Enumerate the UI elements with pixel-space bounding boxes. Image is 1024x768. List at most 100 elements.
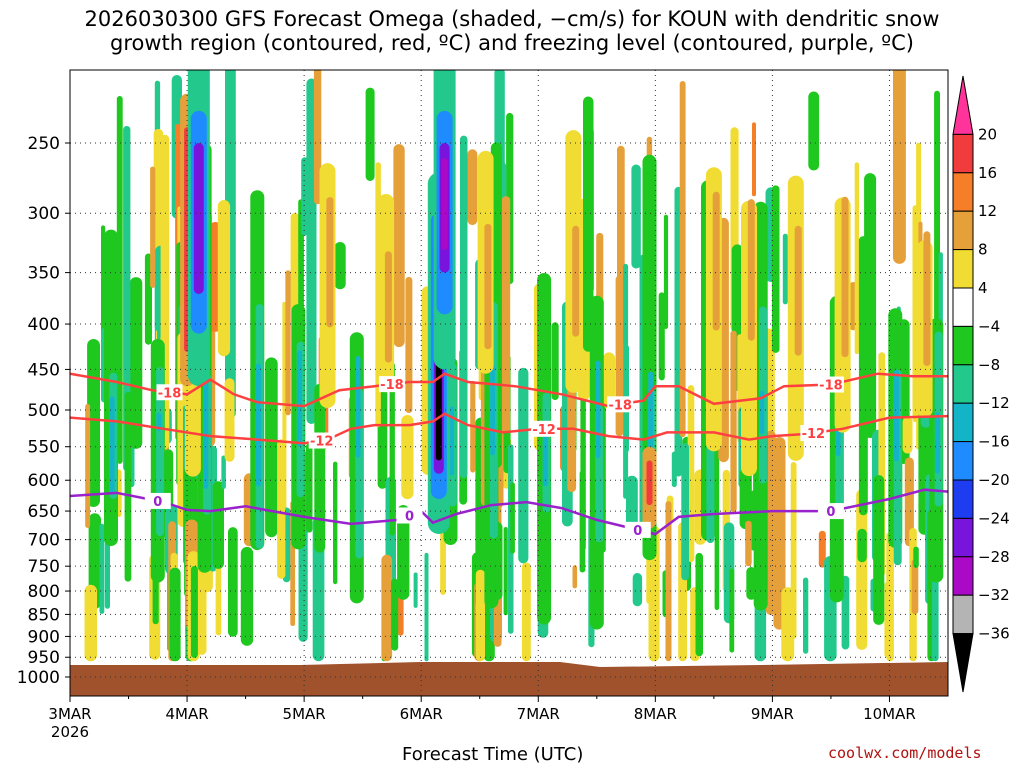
omega-cell — [658, 292, 665, 381]
omega-cell — [449, 406, 455, 476]
omega-cell — [583, 96, 594, 352]
omega-cell — [217, 200, 231, 357]
omega-cell — [631, 164, 641, 269]
omega-cell — [931, 572, 939, 662]
omega-cell — [902, 416, 913, 454]
omega-cell — [326, 197, 334, 328]
y-tick-label: 800 — [28, 582, 60, 602]
omega-cell — [771, 185, 780, 353]
colorbar-label: −8 — [978, 356, 1000, 374]
omega-cell — [808, 91, 820, 171]
omega-cell — [679, 81, 686, 438]
omega-shading — [70, 70, 948, 696]
colorbar-swatch — [952, 210, 974, 251]
colorbar-swatch — [952, 441, 974, 481]
omega-cell — [911, 559, 919, 615]
contour-minus12-label: -12 — [802, 427, 826, 442]
chart-title-line-1: 2026030300 GFS Forecast Omega (shaded, −… — [84, 7, 940, 31]
colorbar-swatch — [952, 364, 974, 404]
omega-cell — [152, 569, 159, 625]
omega-cell — [623, 263, 629, 499]
omega-cell — [510, 482, 515, 554]
y-tick-label: 250 — [28, 134, 60, 154]
omega-cell — [312, 516, 325, 662]
omega-cell — [116, 96, 123, 464]
omega-cell — [228, 527, 238, 637]
omega-cell — [381, 554, 393, 662]
colorbar-swatch — [952, 133, 974, 174]
omega-cell — [782, 233, 788, 305]
y-tick-label: 950 — [28, 648, 60, 668]
omega-cell — [886, 532, 894, 662]
colorbar-label: 20 — [978, 125, 997, 143]
contour-minus18-label: -18 — [819, 379, 843, 394]
omega-cell — [475, 569, 485, 662]
omega-cell — [503, 527, 508, 616]
contour-freezing-level — [70, 488, 948, 536]
omega-cell — [626, 475, 638, 537]
contour-minus18-label: -18 — [608, 398, 632, 413]
omega-cell — [365, 87, 375, 181]
omega-cell — [355, 356, 361, 458]
omega-cell — [663, 214, 669, 329]
omega-cell — [314, 383, 326, 553]
omega-cell — [595, 360, 601, 459]
omega-cell — [99, 523, 105, 614]
contour-minus18 — [70, 372, 948, 408]
colorbar-swatch — [952, 402, 974, 443]
contour-minus18-label: -18 — [158, 386, 182, 401]
contour-minus18-label-bg — [378, 376, 405, 393]
omega-cell — [313, 70, 322, 205]
contour-lines: -18 -18 -18 -18 -12 -12 -12 0 0 0 0 — [70, 372, 948, 539]
colorbar-label: −16 — [978, 433, 1010, 451]
contour-minus12-label: -12 — [310, 435, 334, 450]
colorbar-label: 16 — [978, 164, 997, 182]
contour-minus18-label-bg — [156, 384, 183, 401]
y-tick-label: 750 — [28, 557, 60, 577]
omega-cell — [397, 505, 410, 600]
omega-cell — [401, 415, 414, 500]
omega-cell — [858, 236, 868, 516]
omega-cell — [712, 191, 720, 331]
omega-cell — [572, 565, 578, 589]
omega-cell — [745, 520, 752, 567]
omega-cell — [904, 457, 914, 547]
omega-cell — [203, 366, 209, 489]
omega-cell — [85, 404, 91, 528]
omega-cell — [730, 330, 737, 513]
contour-freezing-level-label-bg — [624, 521, 651, 538]
omega-cell — [84, 584, 97, 662]
omega-cell — [190, 566, 198, 658]
omega-cell — [746, 567, 756, 600]
omega-cell — [729, 568, 735, 653]
omega-cell — [602, 352, 616, 409]
plot-frame — [69, 69, 949, 697]
omega-cell — [572, 225, 580, 337]
omega-cell — [87, 339, 100, 507]
colorbar-label: 12 — [978, 202, 997, 220]
x-tick-label: 6MAR — [400, 705, 443, 723]
y-tick-label: 450 — [28, 360, 60, 380]
chart-title-line-2: growth region (contoured, red, ºC) and f… — [110, 31, 914, 55]
x-axis-title: Forecast Time (UTC) — [402, 744, 584, 765]
omega-cell — [413, 572, 418, 608]
omega-cell — [714, 406, 720, 611]
omega-cell — [484, 223, 492, 350]
colorbar-triangle-bottom — [952, 633, 974, 693]
omega-cell — [873, 475, 885, 625]
y-tick-label: 1000 — [17, 668, 60, 688]
omega-cell — [424, 552, 429, 662]
omega-cell — [681, 443, 689, 581]
credit-text: coolwx.com/models — [828, 744, 982, 762]
colorbar-label: 8 — [978, 241, 988, 259]
colorbar-label: −4 — [978, 317, 1000, 335]
omega-cell — [501, 196, 511, 433]
omega-cell — [306, 443, 313, 533]
y-tick-label: 700 — [28, 531, 60, 551]
omega-cell — [794, 225, 802, 356]
colorbar-triangle-top — [952, 75, 974, 135]
contour-minus18-label-bg — [817, 376, 844, 393]
y-tick-label: 550 — [28, 438, 60, 458]
colorbar-label: 4 — [978, 279, 988, 297]
colorbar-swatch — [952, 287, 974, 327]
